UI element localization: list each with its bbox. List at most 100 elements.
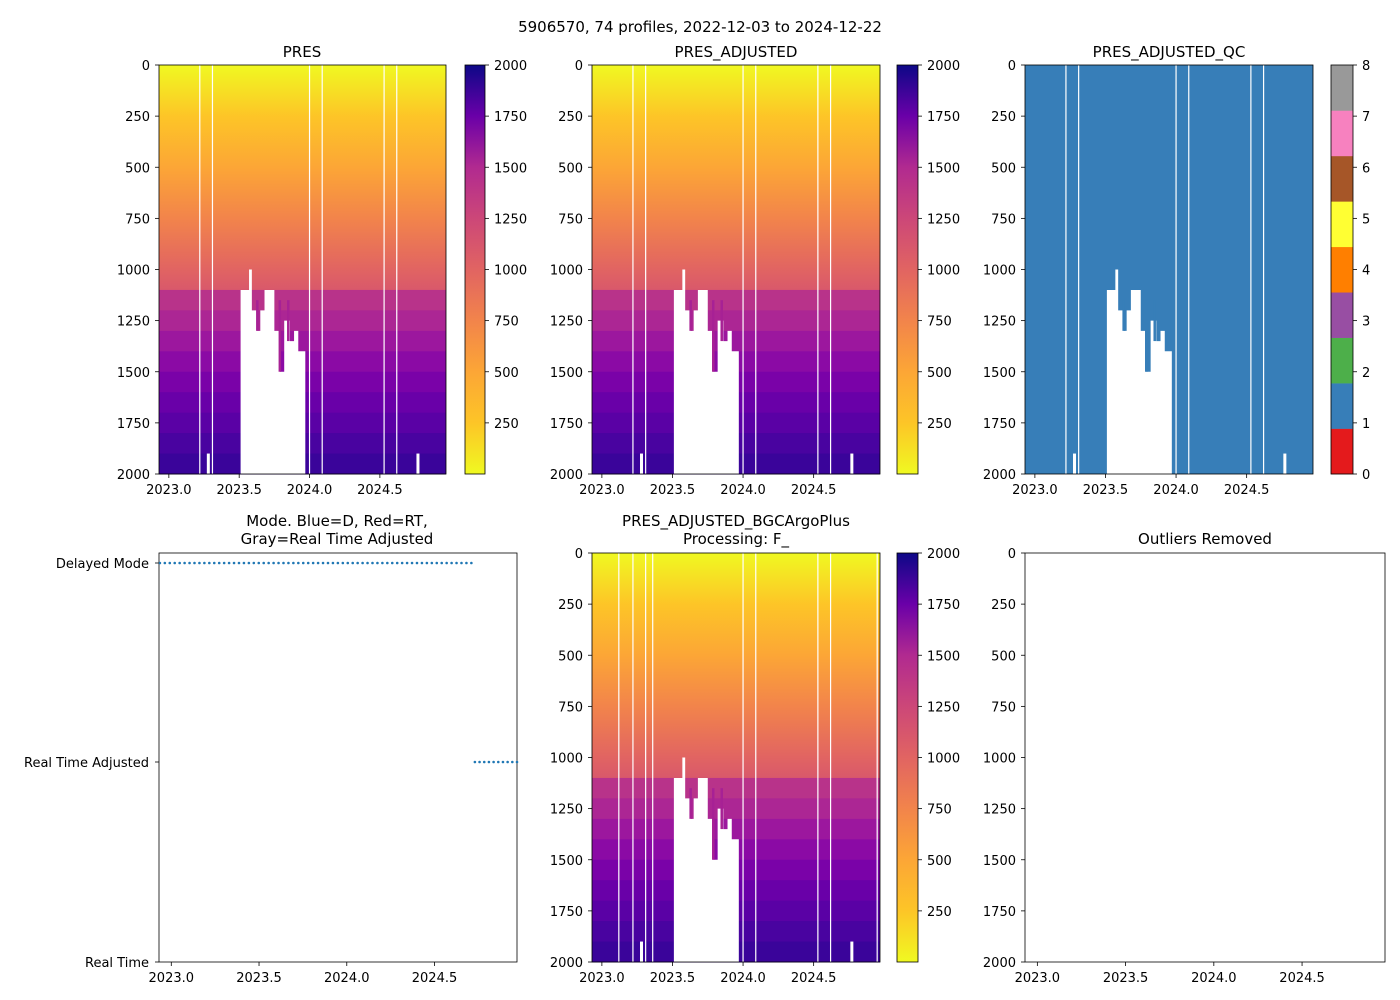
mode-point [470,561,473,565]
mode-point [306,561,310,565]
bottom-gap-mark [416,453,420,474]
mode-point [386,561,389,565]
profile-bar [689,788,692,819]
colorbar-tick-label: 1750 [494,110,527,125]
mode-point [301,561,305,565]
mode-point [203,561,206,565]
x-tick-label: 2023.5 [650,971,696,986]
y-tick-label: 1500 [983,366,1016,381]
panel-mode-points [158,561,519,764]
panel-mode-xaxis: 2023.0 2023.5 2024.0 2024.5 [149,962,457,986]
mode-point [163,561,167,565]
y-tick-label: 2000 [983,956,1016,971]
mode-y-tick-label: Delayed Mode [56,557,149,572]
bottom-gap-mark [640,941,643,962]
y-tick-label: 250 [125,110,150,125]
bottom-gap-mark [1073,453,1076,474]
x-tick-label: 2023.5 [650,483,696,498]
colorbar-tick-label: 1000 [494,264,527,279]
mode-point [242,561,246,565]
qc-colorbar-tick-label: 6 [1362,161,1370,176]
panel-pres-adjusted-xaxis: 2023.0 2023.5 2024.0 2024.5 [579,474,836,498]
colorbar-tick-label: 500 [494,366,519,381]
mode-point [410,561,414,565]
panel-mode-title-line1: Mode. Blue=D, Red=RT, [246,512,428,530]
y-tick-label: 500 [991,649,1016,664]
figure-suptitle: 5906570, 74 profiles, 2022-12-03 to 2024… [518,18,882,36]
profile-bar [1122,300,1125,331]
bottom-gap-mark [850,453,854,474]
y-tick-label: 1500 [983,854,1016,869]
qc-colorbar-tick-label: 1 [1362,417,1370,432]
colorbar-tick-label: 250 [494,417,519,432]
qc-colorbar-segment [1331,65,1353,111]
panel-pres-qc-gaps [1065,65,1287,474]
profile-bar [278,300,282,372]
panel-pres-colorbar-fill [464,64,486,475]
y-tick-label: 500 [558,649,583,664]
panel-mode: Mode. Blue=D, Red=RT, Gray=Real Time Adj… [24,512,519,986]
x-tick-label: 2024.5 [357,483,403,498]
panel-pres-adjusted-colorbar-ticks: 250 500 750 1000 1250 1500 1750 2000 [918,59,960,432]
mode-point [346,561,350,565]
y-tick-label: 1750 [983,417,1016,432]
mode-point [496,760,500,764]
mode-point [487,760,491,764]
mode-point [420,561,424,565]
y-tick-label: 1750 [550,905,583,920]
y-tick-label: 0 [1008,547,1016,562]
y-tick-label: 1750 [117,417,150,432]
colorbar-tick-label: 750 [494,315,519,330]
y-tick-label: 2000 [550,468,583,483]
mode-point [492,760,495,764]
y-tick-label: 500 [125,161,150,176]
qc-colorbar-tick-label: 0 [1362,468,1370,483]
panel-pres-title: PRES [283,43,321,61]
panel-pres-adjusted-yaxis: 0 250 500 750 1000 1250 1500 1750 2000 [550,59,592,483]
y-tick-label: 1250 [550,315,583,330]
colorbar-tick-label: 2000 [927,59,960,74]
x-tick-label: 2024.0 [720,483,766,498]
mode-point [425,561,429,565]
bottom-gap-mark [1283,453,1287,474]
mode-point [178,561,181,565]
colorbar-tick-label: 250 [927,905,952,920]
mode-point [506,760,509,764]
y-tick-label: 0 [142,59,150,74]
x-tick-label: 2023.5 [216,483,262,498]
colorbar-tick-label: 1250 [927,700,960,715]
colorbar-tick-label: 250 [927,417,952,432]
mode-point [341,561,345,565]
mode-point [511,760,514,764]
panel-outliers-title: Outliers Removed [1138,530,1272,548]
mode-point [460,561,463,565]
qc-colorbar-segment [1331,337,1353,384]
mode-point [351,561,355,565]
x-tick-label: 2024.0 [324,971,370,986]
panel-pres-adjusted-colorbar: 250 500 750 1000 1250 1500 1750 2000 [896,59,960,475]
qc-colorbar-segment [1331,292,1353,338]
y-tick-label: 750 [558,700,583,715]
mode-point [252,561,256,565]
colorbar-tick-label: 1750 [927,110,960,125]
y-tick-label: 1000 [550,264,583,279]
panel-pres-adjusted-gaps [632,65,854,474]
qc-colorbar-tick-label: 3 [1362,315,1370,330]
y-tick-label: 2000 [117,468,150,483]
profile-bar [712,788,715,860]
panel-mode-frame [158,552,518,963]
y-tick-label: 250 [558,598,583,613]
panel-pres-qc: PRES_ADJUSTED_QC 2023.0 2023.5 2024.0 2024.… [983,43,1370,498]
mode-point [361,561,364,565]
profile-bar [287,300,290,342]
colorbar-tick-label: 1250 [927,212,960,227]
mode-point [371,561,374,565]
colorbar-tick-label: 1750 [927,598,960,613]
mode-point [267,561,270,565]
x-tick-label: 2023.0 [1015,971,1061,986]
panel-mode-yaxis: Real Time Real Time Adjusted Delayed Mode [24,557,159,971]
mode-point [222,561,226,565]
panel-pres-qc-colorbar: 0 1 2 3 4 5 6 7 8 [1330,59,1370,483]
mode-point [390,561,394,565]
